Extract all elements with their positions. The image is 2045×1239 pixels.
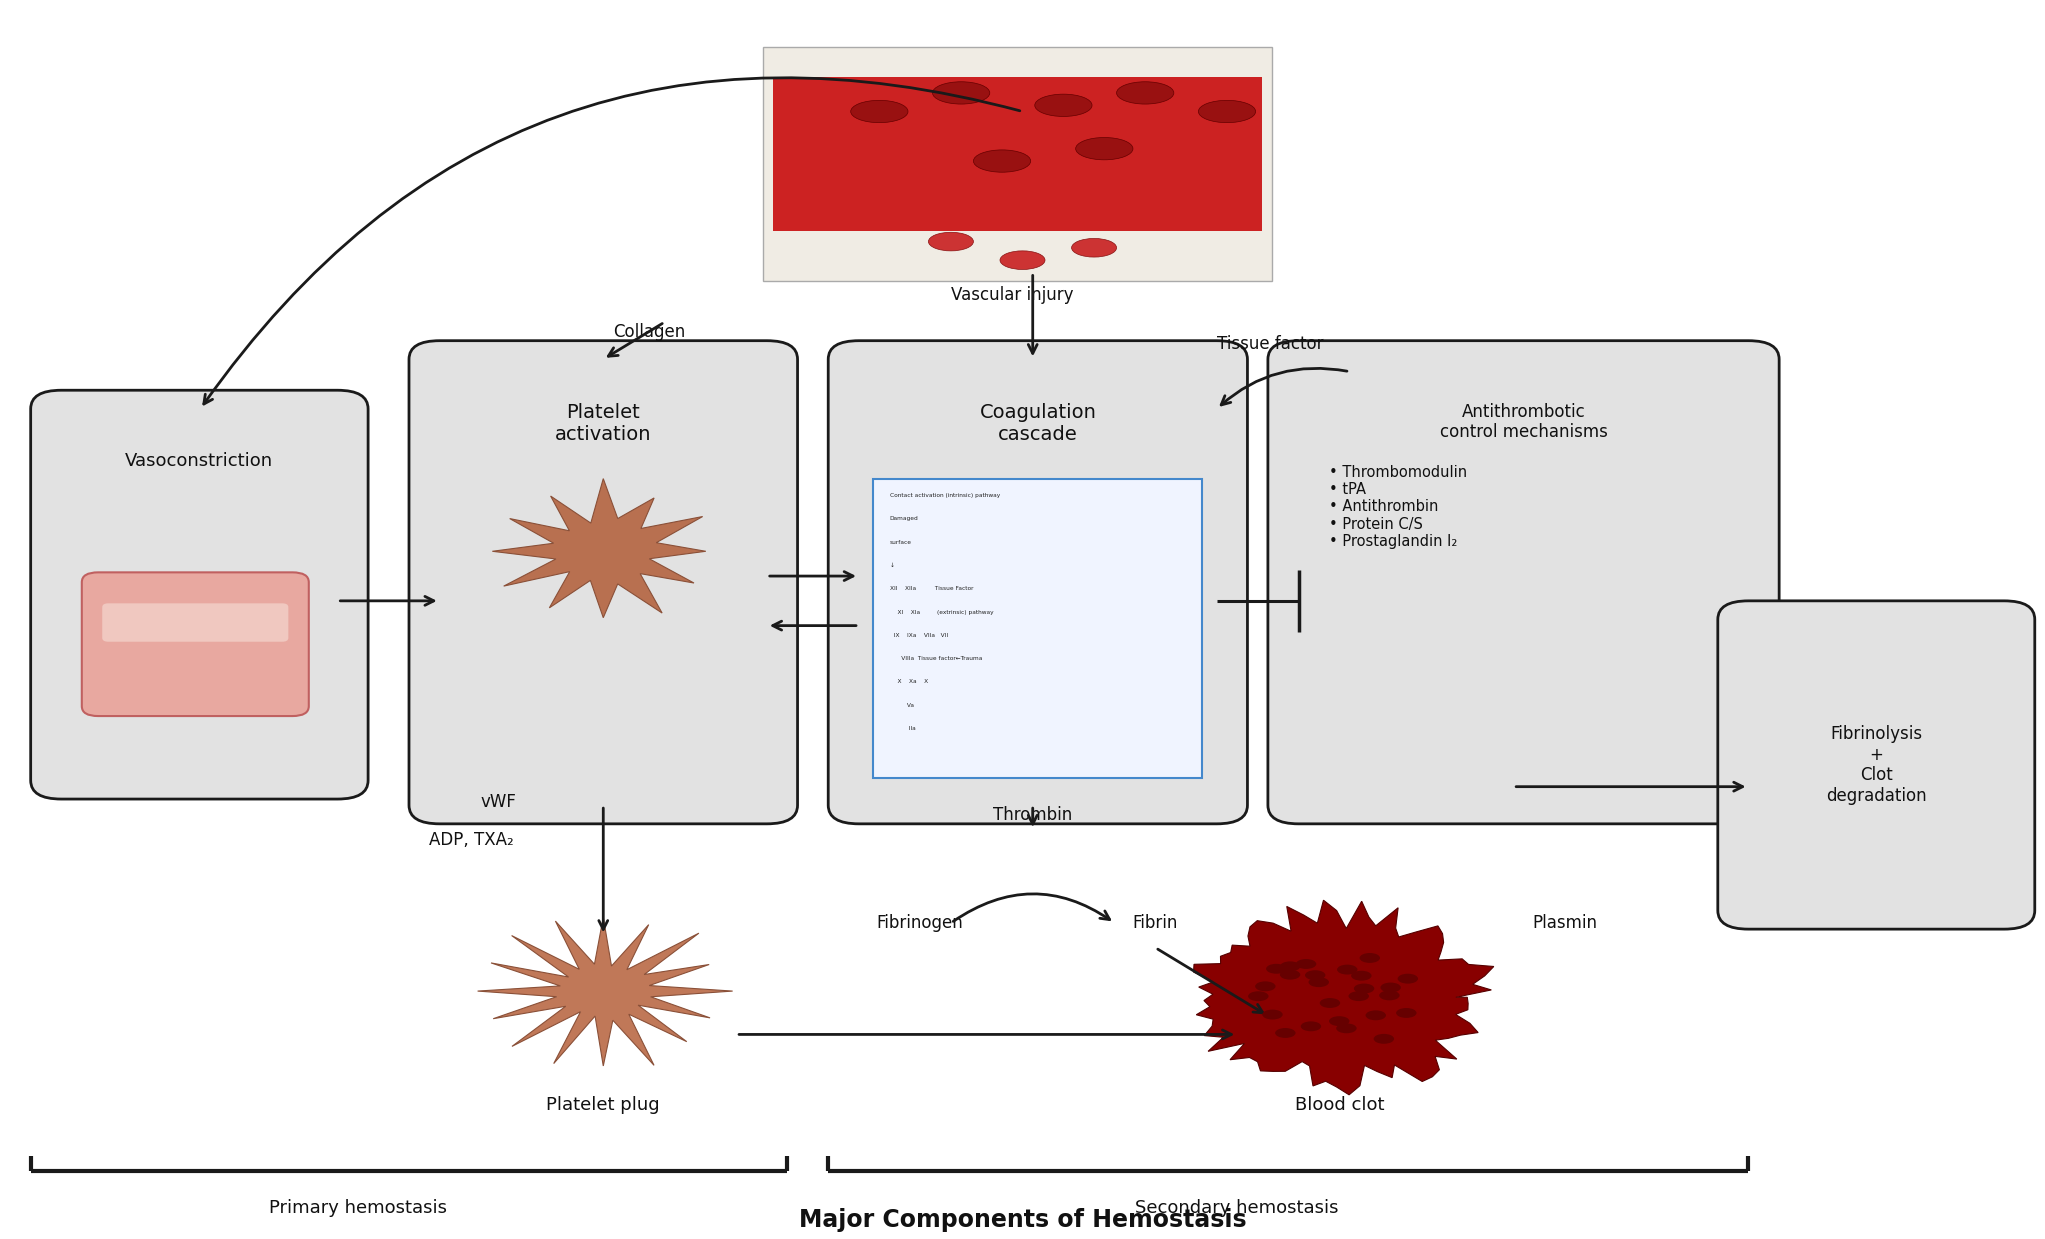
Text: ADP, TXA₂: ADP, TXA₂ — [429, 830, 513, 849]
Text: Damaged: Damaged — [890, 517, 918, 522]
Text: IX    IXa    VIIa   VII: IX IXa VIIa VII — [890, 633, 947, 638]
Ellipse shape — [1276, 1028, 1297, 1038]
Text: Secondary hemostasis: Secondary hemostasis — [1135, 1199, 1339, 1217]
Text: Fibrinolysis
+
Clot
degradation: Fibrinolysis + Clot degradation — [1826, 725, 1926, 805]
Text: Primary hemostasis: Primary hemostasis — [268, 1199, 448, 1217]
Text: XII    XIIa          Tissue Factor: XII XIIa Tissue Factor — [890, 586, 973, 591]
Text: Va: Va — [890, 703, 914, 707]
Ellipse shape — [1247, 991, 1268, 1001]
Text: Plasmin: Plasmin — [1532, 914, 1597, 932]
Ellipse shape — [1319, 999, 1339, 1009]
Ellipse shape — [851, 100, 908, 123]
FancyBboxPatch shape — [828, 341, 1247, 824]
FancyBboxPatch shape — [773, 77, 1262, 230]
Ellipse shape — [1000, 250, 1045, 269]
Ellipse shape — [1266, 964, 1286, 974]
Ellipse shape — [1262, 1010, 1282, 1020]
Polygon shape — [493, 478, 706, 618]
Ellipse shape — [1280, 970, 1301, 980]
FancyBboxPatch shape — [763, 47, 1272, 281]
Ellipse shape — [1117, 82, 1174, 104]
Ellipse shape — [1397, 1009, 1417, 1018]
Ellipse shape — [1374, 1033, 1395, 1043]
Ellipse shape — [1397, 974, 1417, 984]
Text: Platelet
activation: Platelet activation — [554, 403, 652, 444]
Ellipse shape — [1072, 238, 1117, 256]
Ellipse shape — [928, 232, 973, 250]
Ellipse shape — [1076, 138, 1133, 160]
Ellipse shape — [1354, 984, 1374, 994]
Text: Vascular injury: Vascular injury — [951, 285, 1074, 304]
Ellipse shape — [933, 82, 990, 104]
Ellipse shape — [1352, 970, 1372, 980]
Text: Tissue factor: Tissue factor — [1217, 335, 1323, 353]
Text: Contact activation (intrinsic) pathway: Contact activation (intrinsic) pathway — [890, 493, 1000, 498]
Ellipse shape — [1035, 94, 1092, 116]
Text: surface: surface — [890, 540, 912, 545]
Polygon shape — [1194, 901, 1493, 1095]
Text: vWF: vWF — [481, 793, 517, 812]
Ellipse shape — [1335, 1023, 1356, 1033]
Text: Ila: Ila — [890, 726, 916, 731]
Text: Platelet plug: Platelet plug — [546, 1097, 661, 1114]
Text: Blood clot: Blood clot — [1294, 1097, 1384, 1114]
Text: Coagulation
cascade: Coagulation cascade — [980, 403, 1096, 444]
Text: ↓: ↓ — [890, 563, 894, 567]
Ellipse shape — [1256, 981, 1276, 991]
Polygon shape — [479, 917, 732, 1066]
Ellipse shape — [1380, 983, 1401, 992]
Ellipse shape — [1297, 959, 1317, 969]
FancyBboxPatch shape — [31, 390, 368, 799]
Ellipse shape — [1198, 100, 1256, 123]
Text: Vasoconstriction: Vasoconstriction — [125, 452, 274, 470]
Text: • Thrombomodulin
• tPA
• Antithrombin
• Protein C/S
• Prostaglandin I₂: • Thrombomodulin • tPA • Antithrombin • … — [1329, 465, 1468, 549]
FancyBboxPatch shape — [1718, 601, 2035, 929]
Ellipse shape — [1309, 978, 1329, 987]
Text: XI    XIa         (extrinsic) pathway: XI XIa (extrinsic) pathway — [890, 610, 994, 615]
Text: Thrombin: Thrombin — [994, 805, 1072, 824]
Ellipse shape — [1329, 1016, 1350, 1026]
Text: Fibrinogen: Fibrinogen — [877, 914, 963, 932]
FancyBboxPatch shape — [82, 572, 309, 716]
FancyBboxPatch shape — [1268, 341, 1779, 824]
Text: VIIIa  Tissue factor←Trauma: VIIIa Tissue factor←Trauma — [890, 657, 982, 662]
Text: Collagen: Collagen — [614, 322, 685, 341]
Ellipse shape — [973, 150, 1031, 172]
Ellipse shape — [1280, 961, 1301, 971]
Ellipse shape — [1305, 970, 1325, 980]
Text: Major Components of Hemostasis: Major Components of Hemostasis — [800, 1208, 1245, 1232]
FancyBboxPatch shape — [102, 603, 288, 642]
Text: Fibrin: Fibrin — [1133, 914, 1178, 932]
FancyBboxPatch shape — [873, 479, 1202, 778]
Ellipse shape — [1301, 1021, 1321, 1031]
Ellipse shape — [1378, 990, 1399, 1000]
Ellipse shape — [1360, 953, 1380, 963]
Ellipse shape — [1337, 965, 1358, 975]
Text: Antithrombotic
control mechanisms: Antithrombotic control mechanisms — [1440, 403, 1607, 441]
Ellipse shape — [1348, 991, 1368, 1001]
Text: X    Xa    X: X Xa X — [890, 679, 928, 684]
FancyBboxPatch shape — [409, 341, 798, 824]
Ellipse shape — [1366, 1010, 1387, 1020]
